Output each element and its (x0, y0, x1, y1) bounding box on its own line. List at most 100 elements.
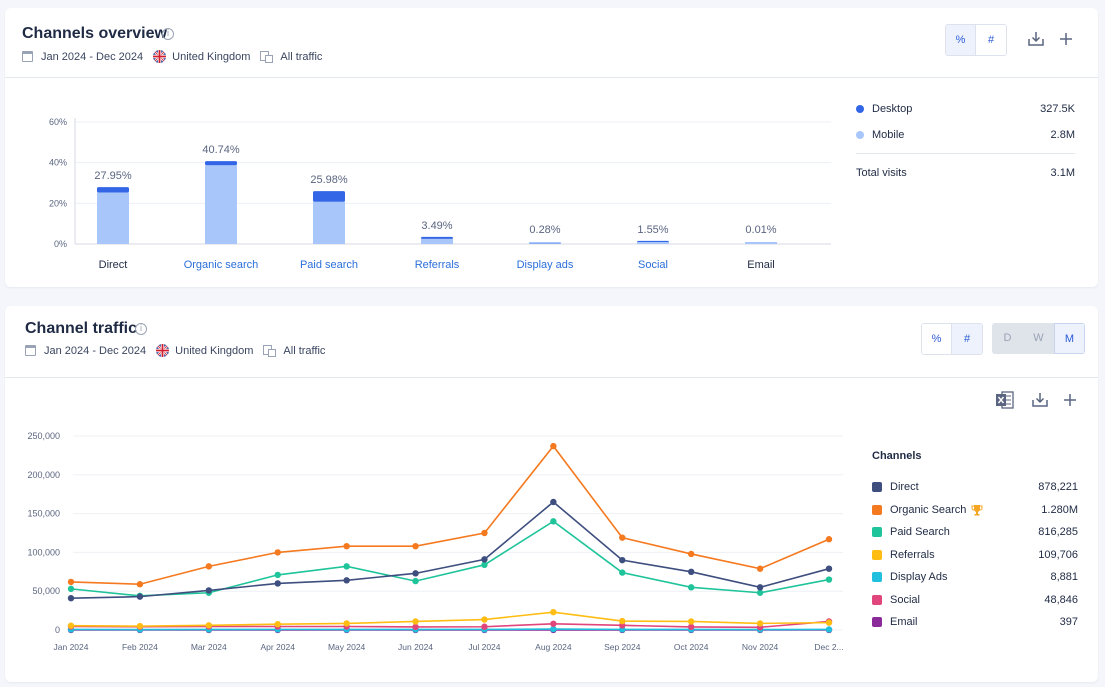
total-visits-label: Total visits (856, 167, 907, 179)
add-icon[interactable] (1061, 391, 1079, 409)
uk-flag-icon (156, 344, 170, 357)
x-tick-label: Nov 2024 (742, 642, 779, 652)
country-filter[interactable]: United Kingdom (156, 344, 253, 357)
data-point (550, 625, 557, 633)
data-point (481, 561, 488, 569)
legend-item-mobile[interactable]: Mobile 2.8M (856, 128, 1075, 142)
data-point (67, 585, 75, 593)
granularity-toggle: D W M (992, 323, 1085, 354)
data-point (412, 618, 419, 625)
date-range-filter[interactable]: Jan 2024 - Dec 2024 (22, 51, 143, 63)
legend-checkbox[interactable] (872, 482, 882, 493)
traffic-filter[interactable]: All traffic (260, 51, 322, 63)
bar-mobile (205, 165, 237, 244)
daily-toggle[interactable]: D (1003, 332, 1012, 344)
add-icon[interactable] (1057, 30, 1075, 48)
weekly-toggle[interactable]: W (1033, 332, 1044, 344)
date-range-filter[interactable]: Jan 2024 - Dec 2024 (25, 345, 146, 357)
data-point (825, 565, 833, 572)
legend-checkbox[interactable] (872, 527, 882, 538)
legend-item-desktop[interactable]: Desktop 327.5K (856, 102, 1075, 116)
x-category-label: Direct (99, 259, 128, 271)
data-point (619, 556, 626, 564)
legend-label: Social (890, 593, 920, 606)
percent-toggle[interactable]: % (922, 324, 952, 354)
traffic-type-icon (263, 345, 277, 357)
download-icon[interactable] (1027, 30, 1045, 48)
bar-desktop (421, 236, 453, 239)
channel-traffic-line-chart: 0 50,000 100,000 150,000 200,000 250,000 Jan 2… (27, 431, 843, 652)
monthly-toggle[interactable]: M (1054, 323, 1085, 354)
data-point (274, 620, 281, 628)
data-point (825, 619, 833, 626)
data-point (687, 623, 695, 631)
number-toggle[interactable]: # (952, 324, 982, 354)
calendar-icon (25, 345, 36, 356)
data-point (67, 622, 75, 629)
y-tick-label: 20% (49, 198, 67, 208)
info-icon[interactable]: i (162, 28, 174, 40)
legend-checkbox[interactable] (872, 594, 882, 605)
data-point (412, 570, 419, 577)
country-filter[interactable]: United Kingdom (153, 50, 250, 63)
y-tick-label: 150,000 (27, 509, 60, 519)
bar-mobile (637, 241, 669, 244)
bar-desktop (313, 191, 345, 202)
data-point (550, 620, 557, 627)
data-point (205, 622, 213, 629)
y-tick-label: 250,000 (27, 431, 60, 441)
data-point (412, 577, 419, 585)
x-tick-label: Aug 2024 (535, 642, 572, 652)
x-category-label: Paid search (300, 259, 358, 271)
channel-traffic-title: Channel traffic (25, 320, 138, 337)
country-label: United Kingdom (175, 344, 254, 357)
excel-export-icon[interactable] (995, 390, 1015, 410)
x-tick-label: Apr 2024 (260, 642, 295, 652)
info-icon[interactable]: i (135, 323, 147, 335)
legend-item-direct[interactable]: Direct 878,221 (872, 476, 1078, 499)
header-divider (5, 77, 1098, 78)
data-point (481, 616, 488, 623)
traffic-filter[interactable]: All traffic (263, 345, 325, 357)
legend-item-display-ads[interactable]: Display Ads 8,881 (872, 566, 1078, 589)
data-point (619, 534, 626, 541)
download-icon[interactable] (1031, 391, 1049, 409)
legend-value: 8,881 (1050, 571, 1078, 584)
legend-label: Display Ads (890, 571, 948, 584)
bar-mobile (97, 192, 129, 244)
data-point (343, 620, 350, 627)
legend-item-paid-search[interactable]: Paid Search 816,285 (872, 521, 1078, 544)
legend-value: 109,706 (1038, 548, 1078, 561)
data-point (619, 569, 626, 576)
x-category-label: Organic search (184, 259, 259, 271)
data-point (687, 550, 695, 558)
legend-item-organic-search[interactable]: Organic Search 1.280M (872, 499, 1078, 522)
legend-checkbox[interactable] (872, 572, 882, 583)
date-range-label: Jan 2024 - Dec 2024 (44, 344, 147, 357)
legend-item-email[interactable]: Email 397 (872, 611, 1078, 634)
legend-checkbox[interactable] (872, 504, 882, 515)
x-tick-label: Dec 2... (814, 642, 843, 652)
channels-overview-title: Channels overview (22, 25, 167, 42)
y-tick-label: 40% (49, 158, 67, 168)
data-point (825, 576, 833, 583)
data-point (687, 584, 695, 591)
x-category-label: Social (638, 259, 668, 271)
number-toggle[interactable]: # (976, 25, 1006, 55)
data-point (825, 626, 833, 633)
data-point (550, 442, 557, 450)
legend-checkbox[interactable] (872, 617, 882, 628)
legend-value: 48,846 (1044, 593, 1078, 606)
y-tick-label: 200,000 (27, 470, 60, 480)
bar-mobile (529, 242, 561, 244)
legend-value: 816,285 (1038, 526, 1078, 539)
percent-toggle[interactable]: % (946, 25, 976, 55)
legend-item-referrals[interactable]: Referrals 109,706 (872, 544, 1078, 567)
series-line-paid-search (70, 520, 830, 597)
bar-mobile (421, 238, 453, 244)
legend-checkbox[interactable] (872, 549, 882, 560)
bar-data-label: 27.95% (94, 170, 132, 182)
y-tick-label: 50,000 (32, 586, 60, 596)
data-point (343, 542, 350, 550)
legend-item-social[interactable]: Social 48,846 (872, 589, 1078, 612)
